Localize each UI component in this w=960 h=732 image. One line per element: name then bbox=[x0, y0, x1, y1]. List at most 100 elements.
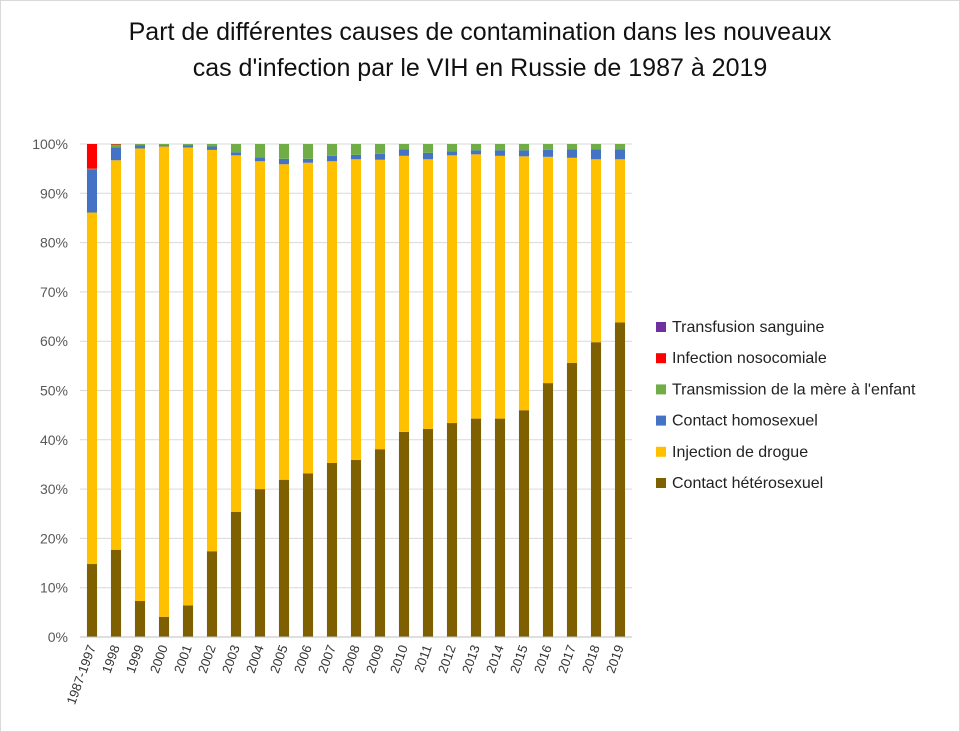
bar-segment-4 bbox=[614, 144, 626, 150]
bar-stack bbox=[326, 144, 338, 637]
bar-stack bbox=[398, 144, 410, 637]
y-tick-label: 90% bbox=[40, 185, 68, 201]
bar-stack bbox=[182, 144, 194, 637]
y-tick-label: 40% bbox=[40, 432, 68, 448]
bar-stack bbox=[446, 144, 458, 637]
bar-segment-2 bbox=[470, 154, 482, 419]
bar-segment-1 bbox=[422, 428, 434, 637]
x-tick-label: 2013 bbox=[459, 643, 483, 675]
bar-segment-3 bbox=[374, 153, 386, 160]
x-tick-label: 2009 bbox=[363, 643, 387, 675]
bar-segment-2 bbox=[110, 160, 122, 550]
bar-stack bbox=[302, 144, 314, 637]
bar-segment-3 bbox=[206, 146, 218, 150]
bar-segment-2 bbox=[542, 156, 554, 384]
legend-swatch bbox=[656, 446, 666, 457]
bar-segment-3 bbox=[614, 149, 626, 160]
bar-segment-1 bbox=[230, 511, 242, 637]
y-tick-label: 0% bbox=[48, 629, 68, 645]
bar-segment-2 bbox=[398, 155, 410, 432]
bar-segment-4 bbox=[326, 144, 338, 156]
x-tick-label: 2011 bbox=[411, 643, 435, 674]
bar-segment-2 bbox=[518, 156, 530, 411]
chart-title-line-1: Part de différentes causes de contaminat… bbox=[128, 18, 832, 46]
bar-segment-3 bbox=[302, 158, 314, 163]
y-tick-label: 20% bbox=[40, 530, 68, 546]
bar-segment-3 bbox=[254, 157, 266, 162]
x-tick-label: 2008 bbox=[339, 643, 363, 675]
bar-segment-3 bbox=[350, 154, 362, 160]
bar-segment-2 bbox=[494, 155, 506, 419]
y-tick-label: 100% bbox=[32, 136, 68, 152]
bar-segment-3 bbox=[134, 145, 146, 149]
bar-segment-3 bbox=[566, 149, 578, 158]
legend-label: Transfusion sanguine bbox=[672, 319, 824, 336]
bar-segment-1 bbox=[206, 551, 218, 637]
bar-stack bbox=[110, 144, 122, 637]
x-tick-label: 2012 bbox=[435, 643, 459, 675]
bar-segment-1 bbox=[470, 418, 482, 637]
bar-segment-1 bbox=[590, 342, 602, 637]
bars bbox=[86, 144, 626, 637]
bar-segment-2 bbox=[230, 155, 242, 512]
x-tick-label: 2004 bbox=[243, 643, 267, 675]
y-tick-label: 50% bbox=[40, 383, 68, 399]
legend-item: Injection de drogue bbox=[656, 444, 808, 461]
bar-segment-4 bbox=[254, 144, 266, 158]
legend-label: Contact hétérosexuel bbox=[672, 475, 823, 492]
bar-segment-4 bbox=[182, 144, 194, 146]
bar-stack bbox=[206, 144, 218, 637]
bar-segment-1 bbox=[254, 489, 266, 637]
bar-segment-2 bbox=[326, 161, 338, 463]
legend-label: Contact homosexuel bbox=[672, 413, 818, 430]
x-tick-label: 2010 bbox=[387, 643, 411, 675]
bar-stack bbox=[350, 144, 362, 637]
bar-segment-4 bbox=[110, 144, 122, 148]
bar-segment-3 bbox=[494, 150, 506, 156]
chart-title-line-2: cas d'infection par le VIH en Russie de … bbox=[192, 54, 768, 82]
bar-segment-3 bbox=[230, 152, 242, 156]
bar-segment-1 bbox=[614, 322, 626, 637]
legend-item: Contact hétérosexuel bbox=[656, 475, 823, 492]
bar-stack bbox=[278, 144, 290, 637]
x-tick-label: 1999 bbox=[123, 643, 147, 675]
bar-stack bbox=[158, 144, 170, 637]
x-tick-label: 2006 bbox=[291, 643, 315, 675]
bar-segment-4 bbox=[374, 144, 386, 154]
bar-segment-3 bbox=[422, 152, 434, 160]
bar-segment-4 bbox=[446, 144, 458, 152]
bar-segment-4 bbox=[230, 144, 242, 153]
bar-segment-2 bbox=[614, 159, 626, 323]
x-tick-label: 2014 bbox=[483, 643, 507, 675]
bar-segment-2 bbox=[566, 157, 578, 363]
bar-segment-1 bbox=[350, 460, 362, 637]
bar-segment-4 bbox=[566, 144, 578, 150]
bar-stack bbox=[518, 144, 530, 637]
y-tick-label: 70% bbox=[40, 284, 68, 300]
bar-segment-2 bbox=[254, 161, 266, 490]
x-tick-label: 2017 bbox=[555, 643, 579, 675]
legend-label: Transmission de la mère à l'enfant bbox=[672, 381, 916, 398]
bar-segment-4 bbox=[422, 144, 434, 153]
bar-segment-1 bbox=[518, 410, 530, 637]
bar-segment-4 bbox=[470, 144, 482, 151]
bar-stack bbox=[254, 144, 266, 637]
bar-segment-1 bbox=[494, 418, 506, 637]
bar-segment-3 bbox=[446, 151, 458, 156]
legend-label: Infection nosocomiale bbox=[672, 350, 827, 367]
bar-segment-1 bbox=[302, 473, 314, 637]
bar-segment-4 bbox=[518, 144, 530, 151]
bar-segment-4 bbox=[542, 144, 554, 150]
bar-segment-4 bbox=[278, 144, 290, 159]
bar-segment-1 bbox=[158, 616, 170, 637]
bar-segment-3 bbox=[470, 150, 482, 155]
x-tick-label: 2019 bbox=[603, 643, 627, 675]
x-tick-label: 2005 bbox=[267, 643, 291, 675]
bar-segment-2 bbox=[86, 212, 98, 565]
y-tick-label: 30% bbox=[40, 481, 68, 497]
bar-segment-2 bbox=[422, 159, 434, 429]
bar-segment-3 bbox=[398, 149, 410, 156]
x-tick-label: 2003 bbox=[219, 643, 243, 675]
bar-segment-5 bbox=[86, 144, 98, 169]
